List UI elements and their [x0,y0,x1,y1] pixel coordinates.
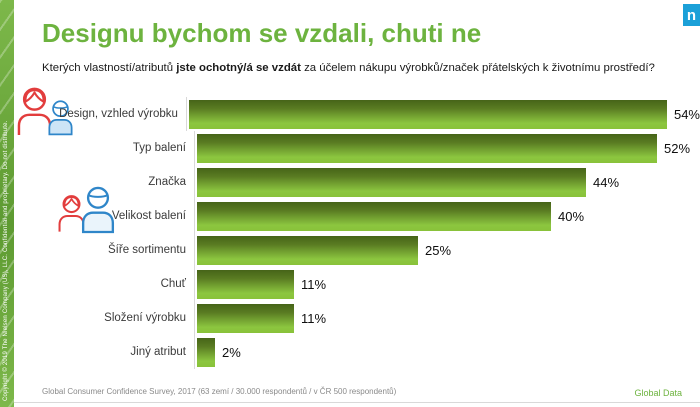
category-label: Chuť [160,278,186,290]
plot-area: 25% [194,233,700,267]
chart-row: Design, vzhled výrobku 54% [0,97,700,131]
bar [197,303,294,333]
category-label: Design, vzhled výrobku [59,108,178,120]
value-label: 52% [664,140,691,156]
bar [197,167,586,197]
source-note: Global Consumer Confidence Survey, 2017 … [42,387,397,396]
bar [197,201,551,231]
bar-chart: Design, vzhled výrobku 54% Typ balení 52… [0,97,700,369]
value-label: 2% [222,344,241,360]
chart-row: Šíře sortimentu 25% [0,233,700,267]
woman-icon [17,87,52,136]
category-label: Šíře sortimentu [108,244,186,256]
global-data-label: Global Data [634,388,682,398]
footer-divider [14,402,700,403]
value-label: 11% [301,276,327,292]
plot-area: 54% [185,97,700,131]
chart-row: Chuť 11% [0,267,700,301]
plot-area: 40% [194,199,700,233]
plot-area: 11% [194,267,700,301]
plot-area: 44% [194,165,700,199]
subtitle-prefix: Kterých vlastností/atributů [42,62,177,74]
category-label: Značka [148,176,186,188]
category-label: Jiný atribut [130,346,186,358]
bar [188,99,667,129]
value-label: 25% [425,242,452,258]
subtitle: Kterých vlastností/atributů jste ochotný… [42,62,700,74]
value-label: 40% [558,208,585,224]
bar [197,133,657,163]
plot-area: 2% [194,335,700,369]
bar [197,235,418,265]
chart-row: Složení výrobku 11% [0,301,700,335]
subtitle-bold: jste ochotný/á se vzdát [176,62,301,74]
nielsen-logo: n [683,4,700,26]
subtitle-suffix: za účelem nákupu výrobků/značek přátelsk… [300,62,655,74]
plot-area: 52% [194,131,700,165]
man-icon [81,186,115,234]
sidebar-strip: Copyright © 2019 The Nielsen Company (US… [0,0,14,407]
boy-icon [48,100,73,136]
chart-row: Typ balení 52% [0,131,700,165]
category-label: Typ balení [132,142,186,154]
bar [197,337,215,367]
value-label: 44% [593,174,620,190]
chart-rows: Design, vzhled výrobku 54% Typ balení 52… [0,97,700,369]
chart-row: Jiný atribut 2% [0,335,700,369]
chart-row: Značka 44% [0,165,700,199]
value-label: 11% [301,310,327,326]
value-label: 54% [673,106,700,122]
bar [197,269,294,299]
category-label: Velikost balení [111,210,186,222]
chart-row: Velikost balení 40% [0,199,700,233]
nielsen-logo-letter: n [686,6,697,24]
category-label: Složení výrobku [104,312,186,324]
plot-area: 11% [194,301,700,335]
page-title: Designu bychom se vzdali, chuti ne [42,18,482,48]
